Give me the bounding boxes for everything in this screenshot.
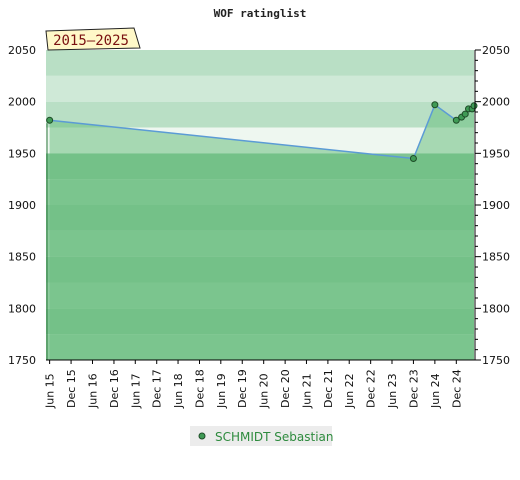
x-tick-label: Dec 19 bbox=[236, 369, 249, 408]
data-point[interactable] bbox=[409, 155, 417, 162]
data-point[interactable] bbox=[470, 102, 478, 110]
legend-box bbox=[190, 426, 332, 446]
x-tick-label: Jun 15 bbox=[44, 373, 57, 409]
period-badge-text: 2015—2025 bbox=[53, 33, 129, 49]
y-tick-label-right: 2050 bbox=[482, 44, 510, 57]
y-tick-labels-left: 1750 1800 1850 1900 1950 2000 2050 bbox=[8, 44, 36, 367]
x-tick-label: Dec 23 bbox=[407, 369, 420, 408]
y-tick-label: 1850 bbox=[8, 251, 36, 264]
y-tick-label-right: 1750 bbox=[482, 354, 510, 367]
grid-band bbox=[46, 75, 474, 102]
y-tick-label-right: 1850 bbox=[482, 251, 510, 264]
x-tick-label: Dec 22 bbox=[365, 369, 378, 408]
data-point[interactable] bbox=[452, 116, 460, 124]
grid-band bbox=[46, 101, 474, 128]
x-tick-label: Jun 18 bbox=[172, 373, 185, 409]
legend[interactable]: SCHMIDT Sebastian bbox=[190, 426, 334, 446]
y-tick-label: 2050 bbox=[8, 44, 36, 57]
data-point[interactable] bbox=[461, 110, 469, 118]
data-point[interactable] bbox=[46, 116, 54, 124]
x-tick-label: Jun 21 bbox=[300, 373, 313, 409]
x-tick-label: Jun 16 bbox=[87, 373, 100, 409]
y-tick-label: 1750 bbox=[8, 354, 36, 367]
chart-title: WOF ratinglist bbox=[214, 7, 307, 20]
rating-area bbox=[49, 104, 474, 360]
x-tick-label: Jun 20 bbox=[258, 373, 271, 409]
x-tick-label: Jun 17 bbox=[129, 373, 142, 409]
grid-band bbox=[46, 50, 474, 76]
minor-ticks-right bbox=[475, 59, 478, 351]
y-tick-label-right: 1900 bbox=[482, 199, 510, 212]
period-badge: 2015—2025 bbox=[45, 27, 141, 51]
x-tick-label: Dec 17 bbox=[151, 369, 164, 408]
y-tick-labels-right: 1750 1800 1850 1900 1950 2000 2050 bbox=[475, 44, 510, 367]
legend-marker bbox=[198, 432, 206, 440]
data-point[interactable] bbox=[431, 101, 439, 109]
x-tick-label: Jun 22 bbox=[343, 373, 356, 409]
x-tick-label: Dec 24 bbox=[450, 369, 463, 408]
y-tick-label: 1950 bbox=[8, 147, 36, 160]
x-tick-label: Jun 19 bbox=[215, 373, 228, 409]
x-tick-label: Dec 16 bbox=[108, 369, 121, 408]
period-badge-shape bbox=[45, 27, 141, 51]
x-tick-label: Dec 15 bbox=[65, 369, 78, 408]
legend-label: SCHMIDT Sebastian bbox=[215, 430, 334, 444]
y-tick-label: 1800 bbox=[8, 302, 36, 315]
x-tick-label: Dec 20 bbox=[279, 369, 292, 408]
rating-markers bbox=[46, 101, 478, 162]
y-tick-label-right: 1950 bbox=[482, 147, 510, 160]
y-tick-label-right: 1800 bbox=[482, 302, 510, 315]
x-tick-label: Jun 23 bbox=[386, 373, 399, 409]
y-tick-label: 2000 bbox=[8, 96, 36, 109]
x-tick-label: Dec 21 bbox=[322, 369, 335, 408]
x-tick-label: Dec 18 bbox=[193, 369, 206, 408]
x-tick-labels: Jun 15 Dec 15 Jun 16 Dec 16 Jun 17 Dec 17 Jun … bbox=[44, 360, 463, 409]
y-tick-label-right: 2000 bbox=[482, 96, 510, 109]
y-tick-label: 1900 bbox=[8, 199, 36, 212]
x-tick-label: Jun 24 bbox=[429, 373, 442, 409]
